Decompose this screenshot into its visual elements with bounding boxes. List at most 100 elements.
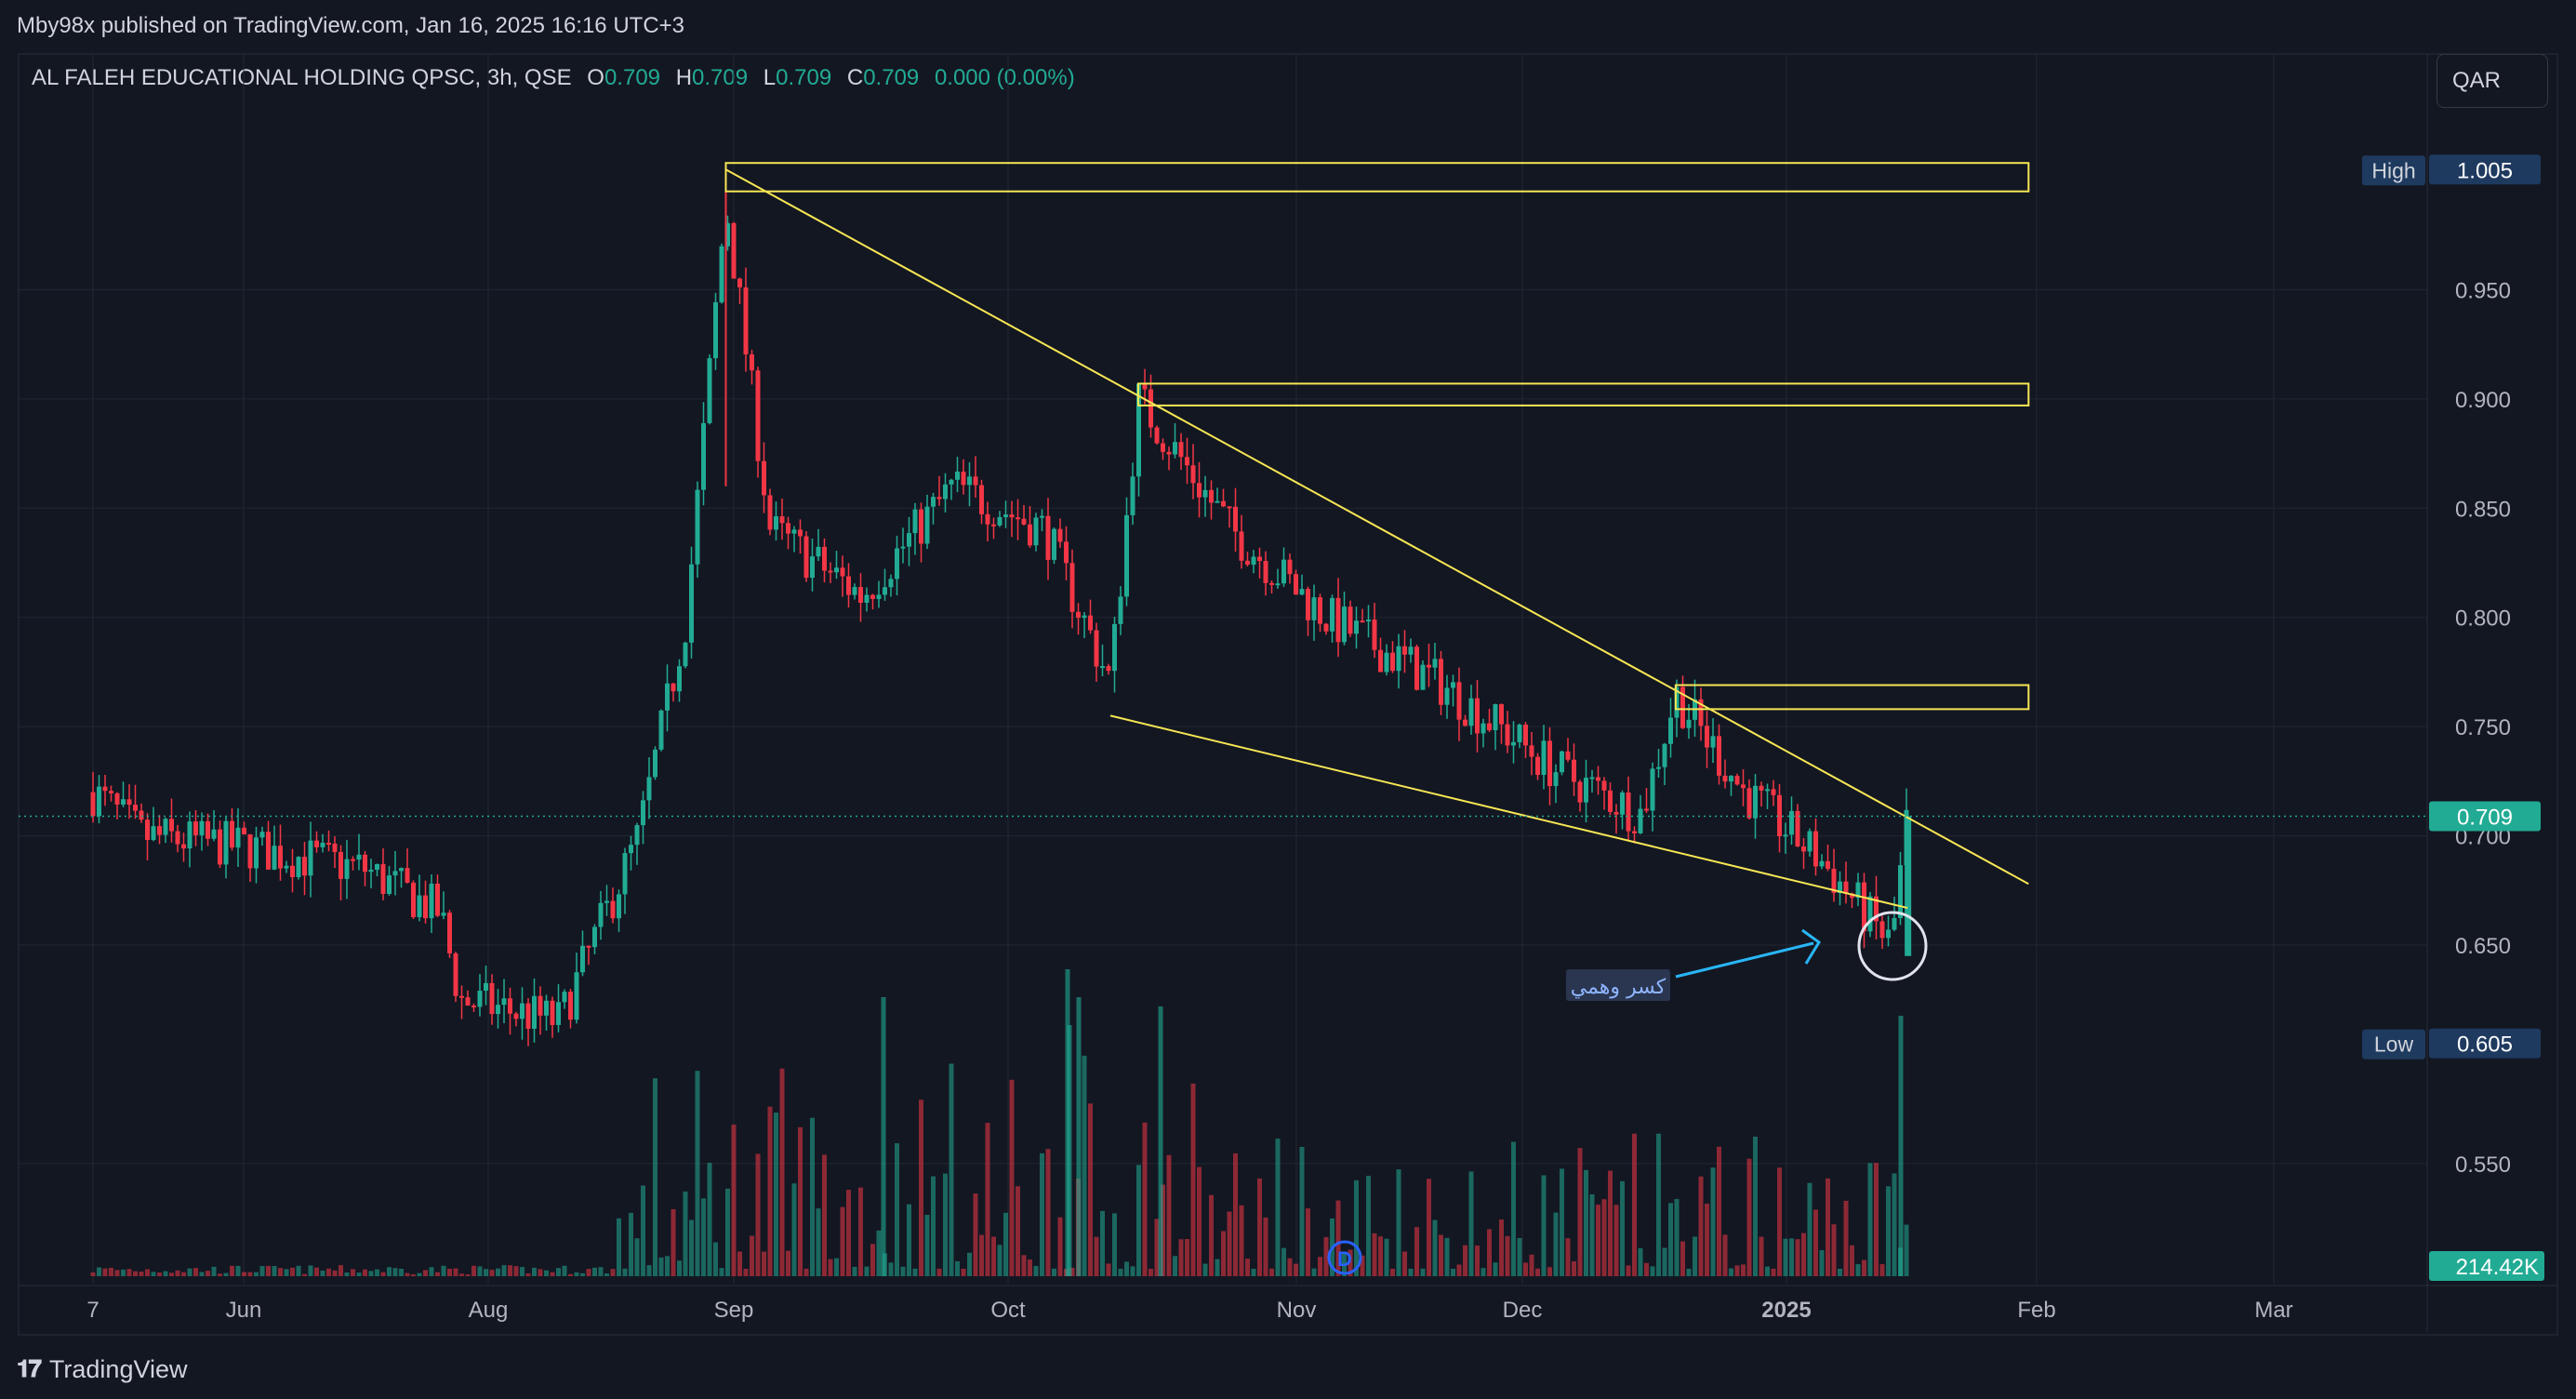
resistance-zone-box: [1137, 382, 2030, 406]
volume-bar: [1142, 1122, 1148, 1276]
x-tick-label: Nov: [1277, 1298, 1317, 1323]
candle-body: [895, 548, 899, 580]
volume-bar: [1553, 1212, 1559, 1276]
candle-body: [1608, 790, 1613, 812]
symbol-name[interactable]: AL FALEH EDUCATIONAL HOLDING QPSC, 3h, Q…: [32, 65, 572, 90]
volume-bar: [1396, 1169, 1401, 1276]
tradingview-footer: 𝟏𝟕 TradingView: [17, 1354, 188, 1384]
volume-bar: [199, 1272, 205, 1276]
candle-body: [489, 982, 495, 1015]
candle-body: [1662, 743, 1667, 767]
candle-body: [1149, 389, 1153, 428]
volume-bar: [997, 1245, 1003, 1276]
candle-body: [762, 460, 766, 496]
volume-bar: [604, 1272, 609, 1276]
y-tick-label: 0.850: [2455, 497, 2511, 522]
volume-bar: [1112, 1213, 1117, 1276]
volume-bar: [1826, 1178, 1830, 1276]
y-tick-label: 0.550: [2455, 1153, 2511, 1178]
candle-body: [713, 302, 718, 359]
volume-bar: [828, 1259, 833, 1276]
volume-bar: [181, 1272, 186, 1276]
volume-bar: [1342, 1251, 1347, 1276]
low-label: L: [763, 65, 777, 90]
candle-body: [1323, 623, 1329, 632]
volume-bar: [786, 1250, 790, 1276]
candle-body: [1202, 489, 1208, 498]
candle-body: [1335, 597, 1341, 643]
candle-body: [991, 524, 996, 526]
candle-body: [375, 863, 379, 871]
volume-bar: [254, 1272, 259, 1276]
volume-bar: [1299, 1146, 1305, 1276]
volume-bar: [308, 1265, 313, 1276]
volume-bar: [1572, 1260, 1576, 1276]
volume-bar: [1686, 1268, 1692, 1276]
volume-bar: [1729, 1268, 1733, 1276]
candle-body: [1190, 465, 1196, 484]
candle-body: [1638, 808, 1643, 833]
volume-bar: [320, 1270, 325, 1276]
volume-bar: [1052, 1268, 1056, 1276]
volume-bar: [1765, 1266, 1770, 1276]
candle-body: [1577, 781, 1583, 803]
volume-bar: [912, 1268, 918, 1276]
volume-bar: [1874, 1163, 1879, 1276]
volume-bar: [1281, 1247, 1286, 1276]
candles-group: [90, 169, 1912, 1046]
candle-body: [961, 472, 966, 486]
volume-bar: [332, 1270, 338, 1276]
y-tick-label: 0.750: [2455, 715, 2511, 740]
candle-body: [1644, 808, 1649, 811]
candle-body: [562, 992, 567, 1003]
candle-body: [1372, 620, 1377, 650]
price-chart[interactable]: 0.9500.9000.8500.8000.7500.7000.6500.550…: [0, 0, 2576, 1339]
volume-bar: [1197, 1166, 1202, 1276]
volume-bar: [803, 1268, 809, 1276]
candle-body: [1294, 574, 1298, 595]
candle-body: [453, 953, 458, 996]
candle-body: [133, 805, 138, 811]
volume-bar: [1850, 1245, 1854, 1276]
volume-label: 214.42K: [2456, 1255, 2539, 1280]
symbol-legend: AL FALEH EDUCATIONAL HOLDING QPSC, 3h, Q…: [32, 65, 1075, 91]
candle-body: [1874, 896, 1879, 922]
volume-bar: [1565, 1238, 1571, 1276]
candle-body: [888, 579, 894, 588]
volume-bar: [1777, 1167, 1782, 1276]
currency-button[interactable]: QAR: [2437, 54, 2548, 108]
candle-body: [1384, 652, 1389, 673]
candle-body: [187, 821, 193, 849]
volume-bar: [755, 1153, 761, 1276]
volume-bar: [114, 1270, 120, 1276]
candle-body: [707, 358, 712, 423]
candle-body: [979, 485, 984, 514]
candle-body: [1239, 531, 1244, 561]
candle-body: [1613, 811, 1619, 815]
candle-body: [1094, 630, 1099, 667]
candle-body: [1009, 514, 1015, 518]
volume-bar: [1838, 1268, 1842, 1276]
candle-body: [513, 1013, 519, 1019]
volume-bar: [193, 1268, 198, 1276]
candle-body: [1487, 723, 1492, 731]
candle-body: [1729, 776, 1733, 782]
annotation-label-bg: [1566, 969, 1670, 1001]
candle-body: [695, 489, 700, 565]
candle-body: [1855, 882, 1861, 899]
candle-body: [1215, 500, 1220, 503]
volume-bar: [513, 1266, 519, 1276]
volume-bar: [1795, 1239, 1800, 1276]
candle-body: [520, 1003, 524, 1019]
volume-bar: [1638, 1247, 1643, 1276]
volume-bar: [1275, 1139, 1281, 1276]
volume-bar: [1082, 1055, 1087, 1276]
volume-bar: [967, 1252, 972, 1276]
price-label-tag-bg: [2362, 155, 2425, 186]
volume-bar: [1626, 1265, 1631, 1276]
candle-body: [1722, 775, 1728, 782]
candle-body: [247, 833, 253, 869]
candle-body: [1348, 606, 1353, 634]
volume-bar: [1468, 1171, 1474, 1276]
volume-bar: [1741, 1264, 1746, 1276]
